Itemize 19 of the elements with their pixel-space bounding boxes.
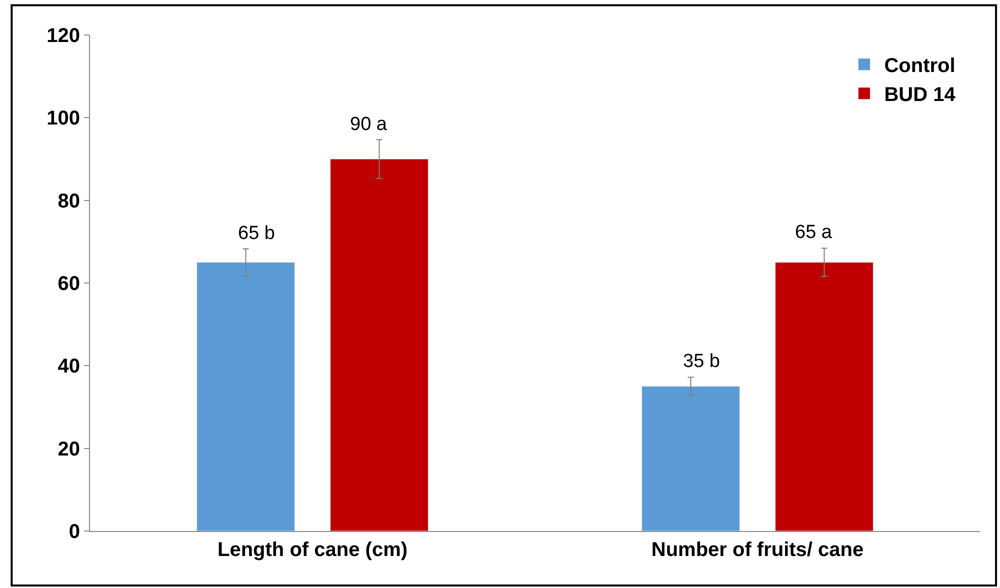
y-tick-label: 40	[58, 356, 80, 378]
y-tick-label: 120	[46, 25, 80, 47]
data-label: 35 b	[683, 351, 720, 372]
y-tick-label: 60	[58, 273, 80, 295]
x-tick-label: Number of fruits/ cane	[651, 539, 864, 561]
legend-label: BUD 14	[884, 84, 956, 106]
bar	[775, 262, 874, 531]
data-label: 65 b	[238, 223, 275, 244]
y-tick-label: 0	[68, 521, 80, 543]
data-label: 65 a	[795, 222, 832, 243]
y-tick-label: 100	[46, 108, 80, 130]
y-tick-label: 20	[58, 438, 80, 460]
bar	[196, 262, 295, 531]
y-tick-label: 80	[58, 190, 80, 212]
x-tick-label: Length of cane (cm)	[217, 539, 408, 561]
bar	[642, 386, 740, 531]
data-label: 90 a	[350, 114, 388, 135]
bar	[330, 158, 428, 531]
legend-label: Control	[884, 55, 956, 78]
